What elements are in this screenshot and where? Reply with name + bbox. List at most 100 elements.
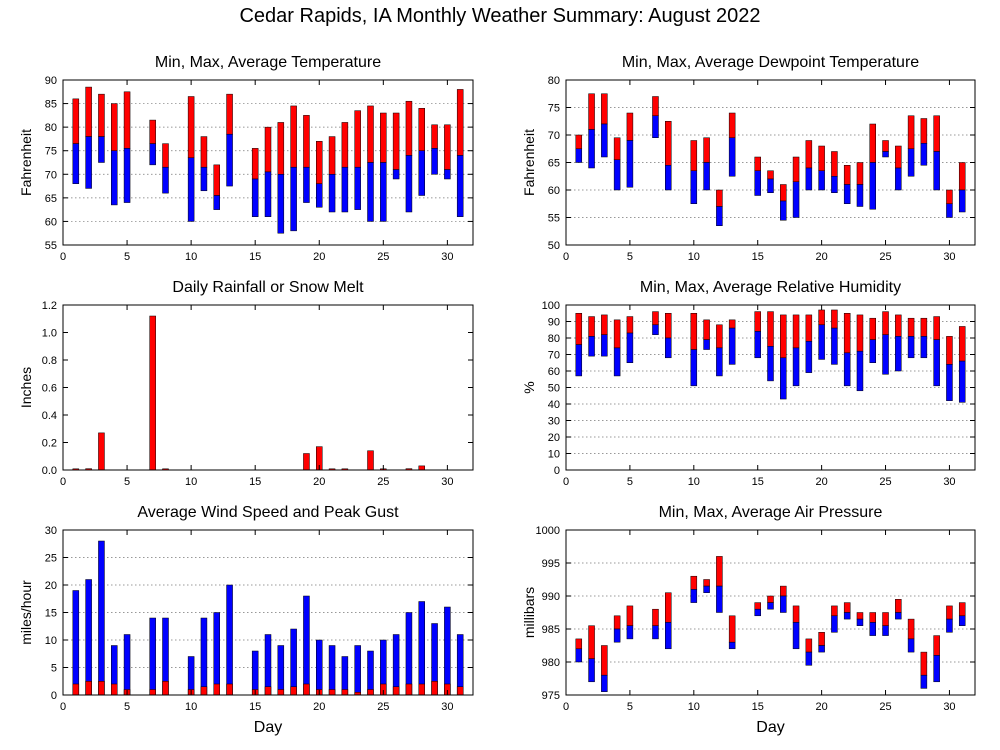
max-bar	[856, 314, 864, 352]
avg-speed-bar	[328, 689, 336, 696]
max-bar	[601, 645, 608, 676]
min-bar	[805, 167, 813, 191]
avg-speed-bar	[162, 681, 169, 696]
y-tick-label: 65	[45, 193, 57, 205]
max-bar	[588, 625, 595, 659]
min-bar	[767, 602, 774, 610]
min-bar	[703, 339, 710, 350]
avg-speed-bar	[456, 686, 464, 696]
plot-frame	[62, 304, 474, 471]
gust-bar	[303, 595, 310, 696]
x-tick-label: 0	[60, 251, 66, 263]
max-bar	[431, 124, 438, 149]
max-bar	[85, 86, 92, 137]
min-bar	[895, 612, 902, 620]
min-bar	[792, 347, 800, 387]
max-bar	[920, 118, 928, 144]
min-bar	[613, 347, 621, 377]
y-tick-label: 60	[548, 366, 560, 378]
avg-speed-bar	[111, 683, 118, 696]
y-tick-label: 975	[542, 690, 560, 702]
x-tick-label: 20	[313, 701, 325, 713]
max-bar	[831, 309, 838, 329]
max-bar	[367, 105, 374, 163]
y-tick-label: 0.6	[42, 383, 57, 395]
max-bar	[946, 605, 953, 620]
x-tick-label: 5	[627, 476, 633, 488]
max-bar	[575, 134, 583, 149]
avg-speed-bar	[431, 681, 438, 696]
y-tick-label: 65	[548, 158, 560, 170]
max-bar	[354, 110, 361, 168]
max-bar	[444, 124, 451, 170]
y-axis-label: Inches	[18, 367, 34, 408]
max-bar	[754, 311, 761, 332]
min-bar	[251, 178, 259, 217]
x-tick-label: 10	[185, 476, 197, 488]
y-tick-label: 0	[51, 690, 57, 702]
y-tick-label: 60	[45, 216, 57, 228]
max-bar	[111, 103, 118, 151]
x-tick-label: 0	[563, 476, 569, 488]
min-bar	[444, 169, 451, 180]
rain-bar	[418, 465, 425, 471]
max-bar	[575, 638, 583, 650]
max-bar	[613, 137, 621, 160]
min-bar	[690, 170, 698, 204]
max-bar	[123, 91, 131, 149]
min-bar	[882, 151, 889, 158]
x-axis-label: Day	[756, 719, 784, 736]
max-bar	[149, 119, 156, 144]
x-tick-label: 25	[377, 251, 389, 263]
min-bar	[303, 166, 310, 203]
min-bar	[792, 181, 800, 218]
min-bar	[613, 159, 621, 191]
min-bar	[354, 166, 361, 210]
max-bar	[895, 314, 902, 337]
max-bar	[703, 579, 710, 587]
min-bar	[958, 189, 966, 213]
max-bar	[716, 324, 723, 349]
gust-bar	[251, 650, 259, 696]
y-tick-label: 0.0	[42, 465, 57, 477]
x-tick-label: 5	[124, 701, 130, 713]
min-bar	[601, 674, 608, 692]
y-tick-label: 0.4	[42, 410, 57, 422]
y-tick-label: 70	[548, 130, 560, 142]
min-bar	[920, 143, 928, 166]
max-bar	[665, 592, 672, 623]
chart-title: Min, Max, Average Relative Humidity	[640, 279, 901, 296]
max-bar	[703, 137, 710, 163]
avg-speed-bar	[392, 686, 400, 696]
y-tick-label: 50	[548, 383, 560, 395]
min-bar	[895, 336, 902, 372]
x-tick-label: 25	[879, 476, 891, 488]
max-bar	[933, 316, 940, 340]
min-bar	[907, 638, 915, 653]
gust-bar	[123, 634, 131, 696]
y-tick-label: 55	[45, 240, 57, 252]
x-tick-label: 5	[627, 701, 633, 713]
max-bar	[613, 615, 621, 630]
x-tick-label: 0	[60, 701, 66, 713]
x-tick-label: 25	[377, 476, 389, 488]
min-bar	[316, 183, 323, 208]
plot-frame	[565, 529, 976, 696]
x-tick-label: 10	[185, 701, 197, 713]
max-bar	[895, 145, 902, 169]
min-bar	[703, 162, 710, 191]
min-bar	[290, 166, 297, 232]
max-bar	[882, 140, 889, 152]
gust-bar	[418, 601, 425, 696]
gust-bar	[367, 650, 374, 696]
avg-speed-bar	[72, 683, 80, 696]
gust-bar	[85, 579, 92, 696]
max-bar	[251, 148, 259, 180]
y-tick-label: 100	[542, 300, 560, 312]
min-bar	[665, 622, 672, 650]
chart-temp: Min, Max, Average Temperature 55 60 65 70 75 8…	[18, 54, 474, 263]
x-tick-label: 15	[752, 476, 764, 488]
min-bar	[805, 651, 813, 666]
y-tick-label: 30	[45, 525, 57, 537]
